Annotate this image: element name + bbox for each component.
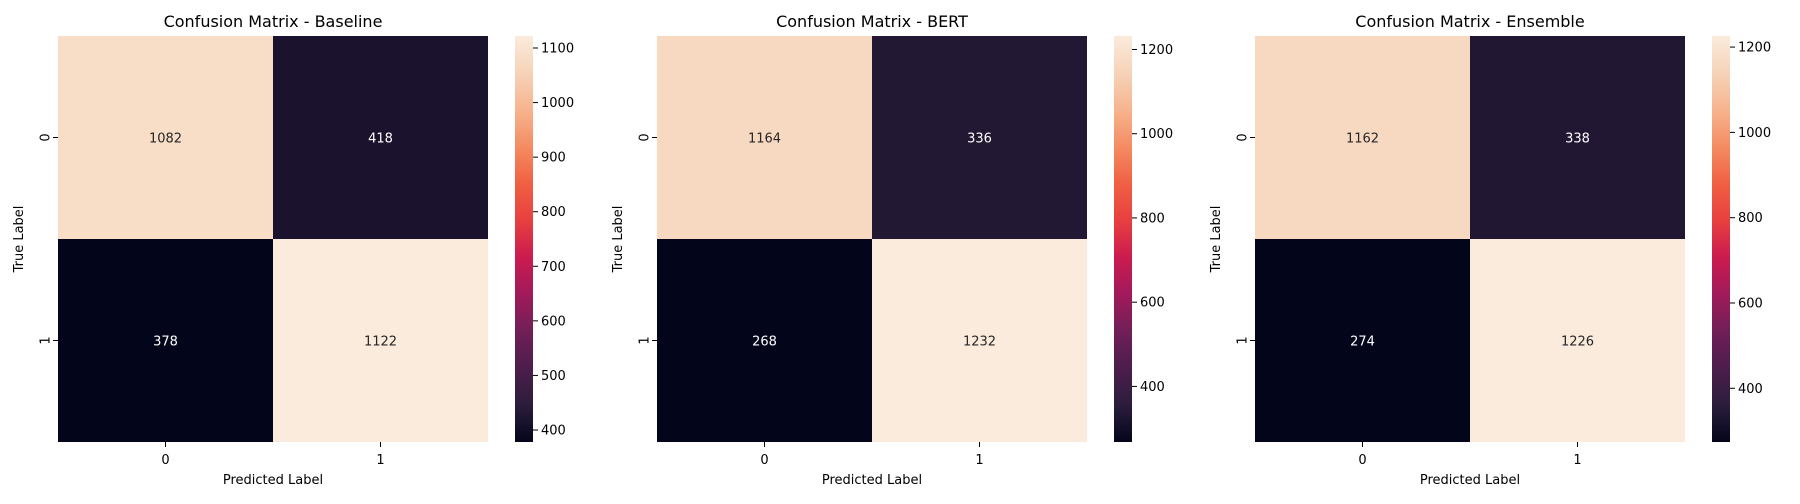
- colorbar-tick-label: 600: [541, 314, 566, 329]
- y-axis-label: True Label: [1209, 206, 1224, 274]
- cell-value-label: 1226: [1561, 335, 1594, 350]
- y-tick-label: 1: [638, 336, 653, 344]
- x-tick-label: 0: [1358, 453, 1366, 468]
- heatmap-cell: [1255, 239, 1470, 442]
- colorbar-tick-label: 700: [541, 260, 566, 275]
- colorbar-tick-label: 900: [541, 151, 566, 166]
- colorbar-tick-label: 1200: [1738, 41, 1771, 56]
- cell-value-label: 274: [1350, 335, 1375, 350]
- confusion-matrix-panel-3: Confusion Matrix - Ensemble 1162 338 274 122…: [1209, 12, 1771, 488]
- cell-value-label: 1162: [1346, 132, 1379, 147]
- x-tick-label: 1: [376, 453, 384, 468]
- chart-title: Confusion Matrix - BERT: [776, 12, 968, 31]
- cell-value-label: 268: [752, 335, 777, 350]
- cell-value-label: 336: [967, 132, 992, 147]
- heatmap-cell: [872, 36, 1087, 239]
- chart-title: Confusion Matrix - Baseline: [164, 12, 383, 31]
- colorbar-tick-label: 1200: [1140, 43, 1173, 58]
- heatmap-cell: [872, 239, 1087, 442]
- heatmap-cell: [273, 239, 488, 442]
- cell-value-label: 338: [1565, 132, 1590, 147]
- x-tick-label: 0: [161, 453, 169, 468]
- colorbar-tick-label: 1100: [541, 42, 574, 57]
- y-axis-label: True Label: [12, 206, 27, 274]
- colorbar-tick-label: 1000: [1738, 126, 1771, 141]
- y-tick-label: 1: [39, 336, 54, 344]
- cell-value-label: 1082: [149, 132, 182, 147]
- y-tick-label: 0: [39, 133, 54, 141]
- colorbar: [1712, 36, 1730, 442]
- heatmap-cell: [1470, 36, 1685, 239]
- chart-title: Confusion Matrix - Ensemble: [1355, 12, 1584, 31]
- heatmap-cell: [1470, 239, 1685, 442]
- heatmap-cell: [58, 239, 273, 442]
- heatmap-cell: [657, 239, 872, 442]
- colorbar-tick-label: 800: [1140, 211, 1165, 226]
- cell-value-label: 418: [368, 132, 393, 147]
- colorbar-tick-label: 400: [541, 423, 566, 438]
- y-tick-label: 0: [638, 133, 653, 141]
- colorbar-tick-label: 800: [541, 205, 566, 220]
- colorbar-tick-label: 800: [1738, 211, 1763, 226]
- y-axis-label: True Label: [611, 206, 626, 274]
- x-tick-label: 1: [1573, 453, 1581, 468]
- colorbar-tick-label: 1000: [541, 96, 574, 111]
- colorbar-tick-label: 400: [1140, 380, 1165, 395]
- cell-value-label: 1232: [963, 335, 996, 350]
- colorbar-tick-label: 500: [541, 369, 566, 384]
- y-tick-label: 1: [1236, 336, 1251, 344]
- x-tick-label: 0: [760, 453, 768, 468]
- x-tick-label: 1: [975, 453, 983, 468]
- colorbar-tick-label: 400: [1738, 382, 1763, 397]
- x-axis-label: Predicted Label: [223, 473, 323, 488]
- colorbar-tick-label: 600: [1140, 296, 1165, 311]
- confusion-matrix-panel-2: Confusion Matrix - BERT 1164 336 268 1232 0 1 P…: [611, 12, 1173, 488]
- y-tick-label: 0: [1236, 133, 1251, 141]
- x-axis-label: Predicted Label: [822, 473, 922, 488]
- colorbar-tick-label: 600: [1738, 296, 1763, 311]
- heatmap-cell: [273, 36, 488, 239]
- colorbar: [515, 36, 533, 442]
- x-axis-label: Predicted Label: [1420, 473, 1520, 488]
- colorbar-tick-label: 1000: [1140, 127, 1173, 142]
- cell-value-label: 1122: [364, 335, 397, 350]
- confusion-matrix-panel-1: Confusion Matrix - Baseline 1082 418 378 112…: [12, 12, 574, 488]
- heatmap-cell: [1255, 36, 1470, 239]
- colorbar: [1114, 36, 1132, 442]
- cell-value-label: 378: [153, 335, 178, 350]
- heatmap-cell: [657, 36, 872, 239]
- cell-value-label: 1164: [748, 132, 781, 147]
- heatmap-cell: [58, 36, 273, 239]
